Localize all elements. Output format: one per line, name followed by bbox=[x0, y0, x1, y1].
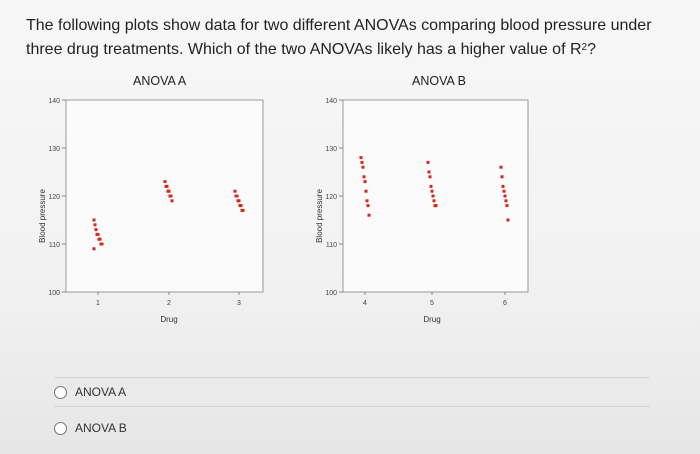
question-ending: ? bbox=[587, 41, 596, 58]
question-text: The following plots show data for two di… bbox=[26, 14, 666, 62]
anova-b-data-point bbox=[506, 218, 510, 222]
anova-a-ytick-label: 140 bbox=[48, 98, 60, 105]
option-label: ANOVA A bbox=[75, 385, 127, 399]
anova-b-data-point bbox=[503, 194, 507, 198]
anova-a-data-point bbox=[100, 242, 104, 246]
anova-b-data-point bbox=[504, 199, 508, 203]
anova-b-data-point bbox=[432, 199, 436, 203]
anova-a-data-point bbox=[237, 199, 241, 203]
anova-a-data-point bbox=[163, 180, 167, 184]
anova-a-xtick-label: 2 bbox=[167, 300, 171, 307]
anova-b-yaxis-label: Blood pressure bbox=[315, 189, 324, 243]
anova-b-data-point bbox=[367, 213, 371, 217]
anova-b-data-point bbox=[426, 160, 430, 164]
anova-b-xtick-label: 6 bbox=[503, 300, 507, 307]
anova-b-xaxis-label: Drug bbox=[423, 315, 440, 324]
anova-b-data-point bbox=[499, 165, 503, 169]
anova-b-data-point bbox=[428, 175, 432, 179]
anova-b-data-point bbox=[505, 204, 509, 208]
anova-a-data-point bbox=[96, 232, 100, 236]
anova-a-data-point bbox=[235, 194, 239, 198]
anova-b-ytick-label: 140 bbox=[325, 98, 337, 105]
question-superscript: 2 bbox=[581, 42, 588, 53]
anova-a-data-point bbox=[92, 218, 96, 222]
answer-options: ANOVA A ANOVA B bbox=[54, 381, 127, 453]
question-body: The following plots show data for two di… bbox=[26, 17, 652, 58]
anova-a-data-point bbox=[167, 189, 171, 193]
anova-b-ytick-label: 110 bbox=[326, 242, 337, 249]
anova-a-data-point bbox=[170, 199, 174, 203]
anova-a-data-point bbox=[94, 228, 98, 232]
anova-a-data-point bbox=[92, 247, 96, 251]
anova-a-ytick-label: 110 bbox=[49, 242, 60, 249]
anova-a-ytick-label: 130 bbox=[48, 146, 60, 153]
anova-a-data-point bbox=[239, 204, 243, 208]
radio-button[interactable] bbox=[54, 385, 67, 399]
anova-b-title: ANOVA B bbox=[412, 74, 466, 88]
anova-a-ytick-label: 100 bbox=[48, 290, 60, 297]
option-anova-a[interactable]: ANOVA A bbox=[54, 381, 127, 403]
anova-a-ytick-label: 120 bbox=[48, 194, 60, 201]
anova-a-data-point bbox=[233, 189, 237, 193]
anova-b-ytick-label: 120 bbox=[325, 194, 337, 201]
anova-a-data-point bbox=[165, 184, 169, 188]
option-label: ANOVA B bbox=[75, 421, 127, 435]
anova-b-data-point bbox=[502, 189, 506, 193]
anova-a-plot-frame bbox=[65, 99, 264, 293]
anova-b-data-point bbox=[361, 165, 365, 169]
anova-b-data-point bbox=[430, 189, 434, 193]
anova-b-data-point bbox=[500, 175, 504, 179]
anova-a-data-point bbox=[169, 194, 173, 198]
anova-b-data-point bbox=[434, 204, 438, 208]
anova-b-data-point bbox=[427, 170, 431, 174]
anova-b-ytick-label: 100 bbox=[325, 290, 337, 297]
anova-b-data-point bbox=[362, 175, 366, 179]
anova-b-plot-frame bbox=[342, 99, 529, 293]
anova-b-data-point bbox=[501, 184, 505, 188]
anova-b-xtick-label: 5 bbox=[430, 300, 434, 307]
anova-b-data-point bbox=[359, 156, 363, 160]
anova-a-data-point bbox=[241, 208, 245, 212]
anova-plots: 100 110 120 130 140 1 2 3 Drug Blood pressure 100 1… bbox=[38, 98, 529, 324]
anova-b-data-point bbox=[366, 204, 370, 208]
anova-b-data-point bbox=[364, 189, 368, 193]
option-anova-b[interactable]: ANOVA B bbox=[54, 417, 127, 439]
anova-a-data-point bbox=[93, 223, 97, 227]
anova-b-ytick-label: 130 bbox=[325, 146, 337, 153]
anova-b-data-point bbox=[431, 194, 435, 198]
anova-b-xtick-label: 4 bbox=[363, 300, 367, 307]
anova-a-xtick-label: 3 bbox=[237, 300, 241, 307]
divider-top bbox=[54, 377, 650, 378]
anova-a-yaxis-label: Blood pressure bbox=[38, 189, 47, 243]
anova-a-data-point bbox=[98, 237, 102, 241]
anova-a-xaxis-label: Drug bbox=[160, 315, 177, 324]
anova-b-data-point bbox=[365, 199, 369, 203]
anova-b-data-point bbox=[363, 180, 367, 184]
anova-b-data-point bbox=[429, 184, 433, 188]
anova-a-title: ANOVA A bbox=[133, 74, 187, 88]
radio-button[interactable] bbox=[54, 421, 67, 435]
anova-b-data-point bbox=[360, 160, 364, 164]
anova-a-xtick-label: 1 bbox=[96, 300, 100, 307]
divider-bottom bbox=[54, 406, 650, 407]
